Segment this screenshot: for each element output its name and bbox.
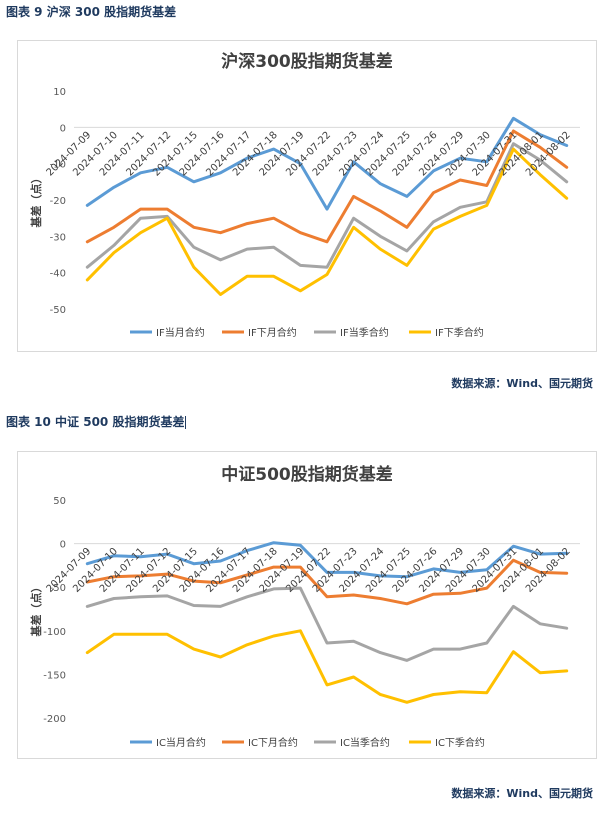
chart1-panel: 沪深300股指期货基差 基差（点） 10 0 -10 -20 -30 -40 -50 2024-0… (17, 40, 597, 352)
y-tick-label: -50 (50, 305, 66, 316)
legend-label: IC下季合约 (435, 736, 485, 749)
chart2-source: 数据来源：Wind、国元期货 (451, 787, 593, 800)
chart2-panel: 中证500股指期货基差 基差（点） 50 0 -50 -100 -150 -200 2024-0… (17, 451, 597, 759)
y-tick-label: -30 (50, 232, 66, 243)
legend-item-3: IC当季合约 (314, 736, 390, 749)
y-tick-label: -50 (50, 583, 66, 594)
legend-label: IC下月合约 (248, 736, 298, 749)
y-axis-label: 基差（点） (29, 582, 43, 638)
chart-title: 中证500股指期货基差 (221, 464, 393, 485)
legend-label: IC当月合约 (156, 736, 206, 749)
series-line-4 (85, 147, 569, 296)
y-tick-label: -200 (43, 714, 66, 725)
series-line-3 (85, 142, 569, 269)
legend-label: IF当季合约 (340, 326, 389, 339)
y-tick-label: 10 (53, 87, 66, 98)
chart2-svg: 中证500股指期货基差基差（点）500-50-100-150-2002024-0… (29, 464, 580, 749)
series-line-4 (85, 629, 569, 704)
y-tick-label: -20 (50, 196, 66, 207)
series-line-1 (85, 116, 569, 211)
series-line-2 (85, 558, 569, 606)
y-tick-label: -40 (50, 269, 66, 280)
y-axis-label: 基差（点） (29, 173, 43, 229)
text-cursor (185, 416, 187, 429)
y-tick-label: 0 (60, 123, 66, 134)
y-tick-label: -10 (50, 160, 66, 171)
y-tick-label: -150 (43, 670, 66, 681)
legend-label: IC当季合约 (340, 736, 390, 749)
legend-item-4: IF下季合约 (409, 326, 484, 339)
legend-item-2: IC下月合约 (222, 736, 298, 749)
y-tick-label: -100 (43, 627, 66, 638)
chart1-source: 数据来源：Wind、国元期货 (451, 377, 593, 390)
legend-item-1: IF当月合约 (130, 326, 205, 339)
chart1-caption: 图表 9 沪深 300 股指期货基差 (6, 5, 177, 19)
series-line-3 (85, 586, 569, 662)
chart-title: 沪深300股指期货基差 (221, 51, 393, 72)
series-line-1 (85, 541, 569, 579)
legend-item-1: IC当月合约 (130, 736, 206, 749)
y-tick-label: 0 (60, 540, 66, 551)
legend-label: IF下季合约 (435, 326, 484, 339)
series-line-2 (85, 129, 569, 244)
chart2-caption: 图表 10 中证 500 股指期货基差 (6, 415, 185, 429)
legend-item-3: IF当季合约 (314, 326, 389, 339)
legend-label: IF下月合约 (248, 326, 297, 339)
chart2-caption-wrap: 图表 10 中证 500 股指期货基差 (6, 413, 187, 430)
legend-item-4: IC下季合约 (409, 736, 485, 749)
y-tick-label: 50 (53, 496, 66, 507)
legend-label: IF当月合约 (156, 326, 205, 339)
chart1-svg: 沪深300股指期货基差基差（点）100-10-20-30-40-502024-0… (29, 51, 580, 339)
legend-item-2: IF下月合约 (222, 326, 297, 339)
